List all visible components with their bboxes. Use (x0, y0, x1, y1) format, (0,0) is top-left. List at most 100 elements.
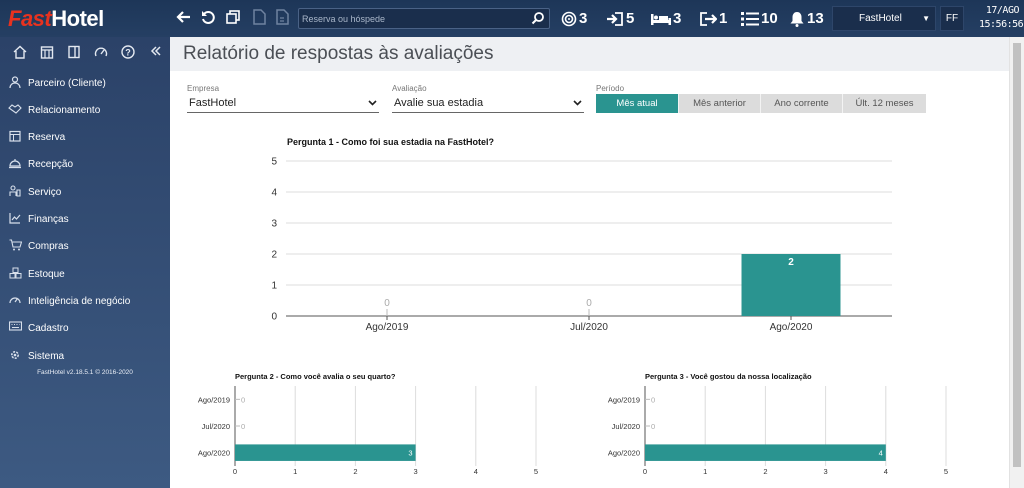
chart1-data-label: 2 (788, 257, 794, 268)
sidebar-item-label: Compras (28, 240, 69, 252)
version-text: FastHotel v2.18.5.1 © 2016-2020 (37, 369, 133, 376)
chart3-y-tick-label: Jul/2020 (612, 422, 640, 431)
chart1-title: Pergunta 1 - Como foi sua estadia na Fas… (287, 137, 495, 147)
logo-fast: Fast (8, 6, 52, 31)
dashboard-gauge-icon[interactable] (93, 45, 109, 61)
period-ano-corrente-button[interactable]: Ano corrente (761, 94, 843, 113)
panel-icon[interactable] (66, 45, 82, 61)
counter-check-in-value: 5 (626, 10, 635, 27)
handshake-icon (8, 103, 22, 117)
search-icon[interactable] (531, 11, 545, 25)
chart2-bar (235, 444, 416, 461)
chart1-data-label: 0 (586, 298, 592, 309)
sidebar-item-reserva[interactable]: Reserva (0, 126, 170, 148)
counter-target-value: 3 (579, 10, 588, 27)
sidebar-item-label: Recepção (28, 158, 74, 170)
chart3-x-tick-label: 4 (884, 467, 888, 476)
counter-list[interactable]: 10 (741, 8, 778, 29)
chart1-y-tick-label: 0 (271, 312, 277, 323)
counter-notifications-value: 13 (807, 10, 824, 27)
chart3-x-tick-label: 2 (763, 467, 767, 476)
period-mes-atual-button[interactable]: Mês atual (596, 94, 679, 113)
chart2-x-tick-label: 5 (534, 467, 538, 476)
chart1-y-tick-label: 4 (271, 188, 277, 199)
chart3-x-tick-label: 0 (643, 467, 647, 476)
app-logo[interactable]: FastHotel (8, 6, 104, 31)
sidebar-item-sistema[interactable]: Sistema (0, 345, 170, 367)
user-button[interactable]: FF (940, 6, 964, 31)
page-title: Relatório de respostas às avaliações (183, 43, 494, 64)
search-input[interactable] (302, 11, 524, 27)
sidebar-item-label: Parceiro (Cliente) (28, 77, 106, 89)
empresa-select[interactable]: FastHotel (187, 93, 379, 113)
main-content: Relatório de respostas às avaliações Emp… (170, 37, 1009, 488)
sidebar-item-label: Finanças (28, 213, 69, 225)
calendar-tool-icon[interactable] (39, 45, 55, 61)
chart1-x-tick-label: Ago/2019 (366, 322, 409, 333)
clock-date: 17/AGO (985, 5, 1020, 16)
sidebar-item-cadastro[interactable]: Cadastro (0, 317, 170, 339)
chart1-x-tick-label: Ago/2020 (770, 322, 813, 333)
counter-target[interactable]: 3 (561, 8, 587, 29)
period-mes-anterior-button[interactable]: Mês anterior (679, 94, 761, 113)
collapse-sidebar-icon[interactable] (148, 45, 164, 61)
counter-list-value: 10 (761, 10, 778, 27)
top-bar: FastHotel 3 5 3 1 10 13 (0, 0, 1024, 37)
sidebar-item-inteligencia[interactable]: Inteligência de negócio (0, 290, 170, 312)
avaliacao-select[interactable]: Avalie sua estadia (392, 93, 584, 113)
service-icon (8, 185, 22, 199)
counter-bed[interactable]: 3 (651, 8, 681, 29)
sidebar-item-financas[interactable]: Finanças (0, 208, 170, 230)
chevron-down-icon (368, 93, 377, 120)
help-icon[interactable]: ? (120, 45, 136, 61)
chart2-x-tick-label: 2 (353, 467, 357, 476)
chart2-x-tick-label: 4 (474, 467, 478, 476)
gear-icon (8, 349, 22, 363)
calendar-icon (8, 130, 22, 144)
chart1-x-tick-label: Jul/2020 (570, 322, 608, 333)
sidebar-item-parceiro[interactable]: Parceiro (Cliente) (0, 72, 170, 94)
sidebar-item-servico[interactable]: Serviço (0, 181, 170, 203)
boxes-icon (8, 267, 22, 281)
sidebar-item-recepcao[interactable]: Recepção (0, 153, 170, 175)
sidebar-item-label: Serviço (28, 186, 62, 198)
refresh-icon[interactable] (199, 9, 217, 27)
sidebar-item-relacionamento[interactable]: Relacionamento (0, 99, 170, 121)
chart3-title: Pergunta 3 - Você gostou da nossa locali… (645, 372, 812, 381)
gauge-icon (8, 294, 22, 308)
period-ult-12-meses-button[interactable]: Últ. 12 meses (843, 94, 926, 113)
scrollbar[interactable] (1009, 37, 1024, 488)
back-arrow-icon[interactable] (175, 9, 193, 27)
scrollbar-thumb[interactable] (1013, 43, 1021, 467)
sidebar-toolbar: ? (0, 45, 170, 63)
chart1-data-label: 0 (384, 298, 390, 309)
chart2-data-label: 0 (241, 422, 245, 431)
chart1-bar (741, 254, 841, 316)
chart2-data-label: 3 (408, 449, 412, 458)
counter-check-in[interactable]: 5 (606, 8, 634, 29)
hotel-select[interactable]: FastHotel ▼ (832, 6, 936, 31)
bell-icon (789, 11, 805, 27)
sidebar-item-estoque[interactable]: Estoque (0, 263, 170, 285)
sidebar-item-compras[interactable]: Compras (0, 235, 170, 257)
chart3-x-tick-label: 1 (703, 467, 707, 476)
report-document-icon (273, 9, 291, 27)
home-icon[interactable] (12, 45, 28, 61)
chart1-vertical-bar: 0 1 2 3 4 5 0 Ago/2019 0 Jul/2020 2 Ago/2020 (271, 157, 892, 333)
copy-window-icon[interactable] (224, 9, 242, 27)
chart1-y-tick-label: 1 (271, 281, 277, 292)
counter-check-out[interactable]: 1 (699, 8, 727, 29)
search-box[interactable] (298, 8, 550, 29)
chart2-title: Pergunta 2 - Como você avalia o seu quar… (235, 372, 396, 381)
sidebar-item-label: Relacionamento (28, 104, 101, 116)
chart2-data-label: 0 (241, 395, 245, 404)
caret-down-icon: ▼ (922, 14, 930, 23)
target-icon (561, 11, 577, 27)
counter-notifications[interactable]: 13 (789, 8, 824, 29)
sidebar-item-label: Sistema (28, 350, 65, 362)
sidebar-item-label: Cadastro (28, 322, 69, 334)
chart3-y-tick-label: Ago/2020 (608, 449, 640, 458)
keyboard-icon (8, 321, 22, 335)
